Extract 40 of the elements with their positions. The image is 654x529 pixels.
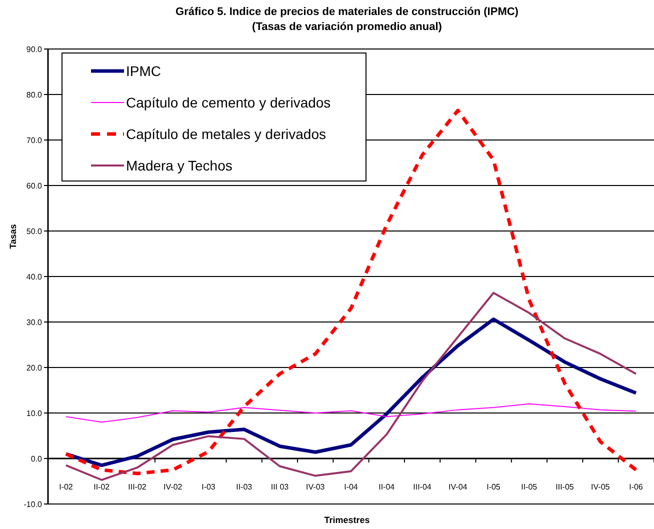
x-tick-label: IV-04 [448,482,468,492]
x-tick-label: IV-02 [164,482,183,492]
chart-subtitle: (Tasas de variación promedio anual) [252,21,442,33]
x-tick-label: III-05 [556,482,574,492]
x-axis-title: Trimestres [324,515,370,525]
legend-label: Madera y Techos [126,158,232,174]
y-tick-label: 90.0 [26,45,43,54]
y-tick-label: 50.0 [26,227,43,236]
x-tick-label: I-03 [202,482,216,492]
line-series [64,108,638,476]
x-tick-label: IV-03 [306,482,326,492]
y-tick-label: 40.0 [26,272,43,282]
x-tick-label: I-06 [629,482,644,492]
x-tick-label: II-03 [236,482,253,492]
chart-title: Gráfico 5. Indice de precios de materiales de construcción (IPMC) [176,6,519,18]
legend-label: Capítulo de metales y derivados [126,126,326,142]
line-series [66,403,636,423]
y-tick-label: 60.0 [26,182,43,190]
x-tick-label: III-02 [128,482,147,492]
x-tick-label: IV-05 [591,482,610,492]
x-tick-label: I-05 [486,482,501,492]
y-axis-title: Tasas [8,224,18,249]
x-tick-label: I-02 [59,482,74,492]
x-tick-label: II-05 [521,482,538,492]
y-tick-label: 80.0 [26,90,43,100]
y-tick-label: 0.0 [30,454,43,464]
legend-label: IPMC [126,63,161,79]
x-tick-label: II-04 [378,482,396,492]
y-tick-label: 20.0 [26,364,43,372]
x-tick-label: III 03 [270,482,290,492]
x-tick-label: II-02 [94,482,110,492]
y-tick-label: -10.0 [24,500,43,509]
x-tick-label: III-04 [413,482,432,492]
x-tick-label: I-04 [344,482,358,492]
y-tick-label: 30.0 [26,318,43,327]
y-tick-label: 10.0 [26,409,43,418]
line-series [65,292,637,481]
y-tick-label: 70.0 [26,136,43,145]
line-series [64,318,638,468]
legend-label: Capítulo de cemento y derivados [126,94,331,110]
